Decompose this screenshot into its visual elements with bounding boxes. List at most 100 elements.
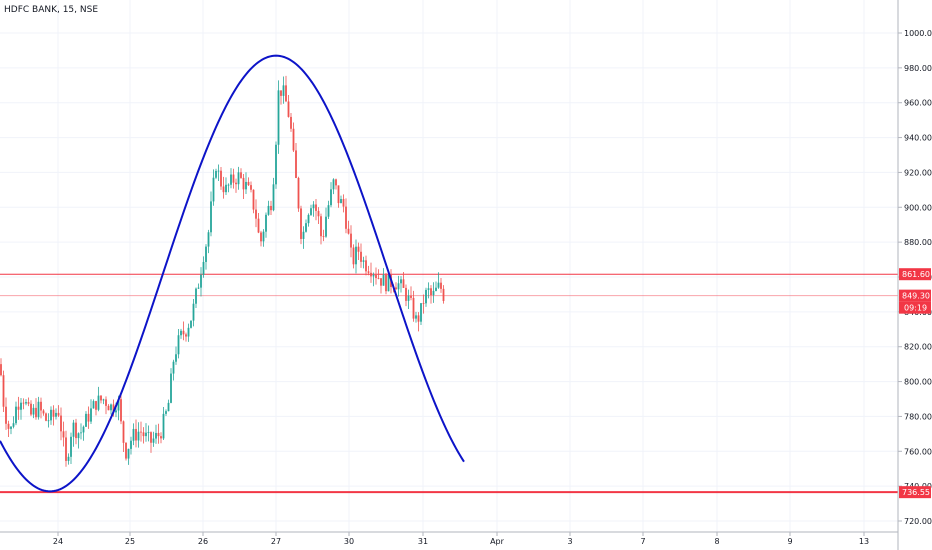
candle-body	[255, 209, 257, 219]
candle-body	[97, 395, 100, 410]
candle-body	[110, 404, 112, 411]
candle-body	[215, 170, 217, 178]
candle-body	[305, 223, 307, 232]
y-tick-label: 720.00	[904, 517, 932, 526]
candle-body	[167, 402, 170, 412]
candle-body	[62, 431, 65, 438]
candle-body	[315, 204, 317, 211]
candle-body	[0, 364, 2, 376]
candle-body	[237, 172, 240, 185]
candle-body	[225, 184, 227, 193]
candle-body	[5, 406, 7, 424]
candle-body	[90, 408, 92, 422]
candle-body	[220, 170, 222, 187]
x-tick-label: 13	[859, 537, 869, 546]
candle-body	[65, 437, 67, 461]
x-tick-label: 25	[125, 537, 135, 546]
candle-body	[370, 272, 372, 277]
candle-body	[210, 201, 212, 233]
candle-body	[397, 283, 400, 290]
candle-body	[352, 247, 355, 265]
price-level-labels: 861.60 849.30 736.55 09:19	[899, 268, 931, 499]
candle-body	[332, 179, 335, 190]
x-tick-label: Apr	[490, 537, 505, 546]
candle-body	[222, 186, 225, 193]
candle-body	[430, 288, 432, 296]
y-tick-label: 1000.00	[904, 29, 932, 38]
candle-body	[27, 402, 30, 404]
y-tick-label: 880.00	[904, 238, 932, 247]
candles	[0, 75, 445, 467]
price-level-badge	[899, 486, 931, 499]
candle-body	[327, 205, 330, 217]
candle-body	[350, 233, 352, 248]
candle-body	[197, 287, 200, 289]
candle-body	[37, 401, 40, 418]
price-level-badge	[899, 289, 931, 302]
x-tick-label: 27	[271, 537, 281, 546]
candle-body	[250, 185, 252, 190]
candle-body	[150, 432, 152, 443]
time-axis[interactable]: 24 25 26 27 30 31 Apr 3 7 8 9 13	[0, 531, 898, 546]
candle-body	[360, 251, 362, 262]
candle-body	[52, 409, 55, 417]
candle-body	[207, 232, 210, 247]
candle-body	[50, 409, 52, 421]
candle-body	[400, 279, 402, 284]
arc-drawing[interactable]	[0, 54, 465, 493]
candle-body	[35, 407, 37, 418]
candle-body	[77, 433, 80, 439]
countdown-label: 09:19	[904, 304, 927, 313]
candle-body	[40, 401, 42, 411]
candle-body	[7, 423, 10, 429]
price-level-label: 861.60	[902, 270, 930, 279]
candle-body	[195, 288, 197, 304]
candle-body	[340, 199, 342, 204]
candle-body	[362, 260, 365, 262]
price-level-badge	[899, 268, 931, 281]
candle-body	[302, 231, 305, 239]
candle-body	[142, 432, 145, 437]
x-tick-label: 3	[567, 537, 572, 546]
candle-body	[212, 177, 215, 202]
candle-body	[330, 189, 332, 206]
candle-body	[410, 295, 412, 298]
candle-body	[280, 90, 282, 96]
candle-body	[345, 206, 347, 229]
candle-body	[232, 174, 235, 183]
candle-body	[442, 288, 445, 301]
candle-body	[70, 436, 72, 457]
candle-body	[242, 177, 245, 190]
candle-body	[385, 274, 387, 292]
candle-body	[377, 278, 380, 279]
candle-body	[172, 361, 175, 374]
y-tick-label: 960.00	[904, 99, 932, 108]
x-tick-label: 9	[787, 537, 792, 546]
candle-body	[160, 436, 162, 439]
candle-body	[82, 426, 85, 433]
candle-body	[337, 185, 340, 204]
candle-body	[85, 413, 87, 427]
candle-body	[342, 199, 345, 207]
y-tick-label: 780.00	[904, 412, 932, 421]
symbol-label[interactable]: HDFC BANK, 15, NSE	[4, 5, 99, 15]
candle-body	[382, 274, 385, 286]
candle-body	[170, 373, 172, 403]
candle-body	[192, 303, 195, 321]
candle-body	[87, 413, 90, 422]
candle-body	[15, 406, 17, 424]
y-tick-label: 760.00	[904, 447, 932, 456]
candle-body	[295, 150, 297, 178]
candle-body	[357, 246, 360, 252]
candle-body	[100, 395, 102, 401]
x-tick-label: 30	[344, 537, 354, 546]
candle-body	[265, 214, 267, 232]
candle-body	[2, 375, 5, 407]
candle-body	[190, 320, 192, 328]
candle-body	[322, 236, 325, 238]
candle-body	[275, 144, 277, 185]
candle-body	[285, 85, 287, 102]
candle-body	[55, 412, 57, 417]
candle-body	[287, 101, 290, 117]
